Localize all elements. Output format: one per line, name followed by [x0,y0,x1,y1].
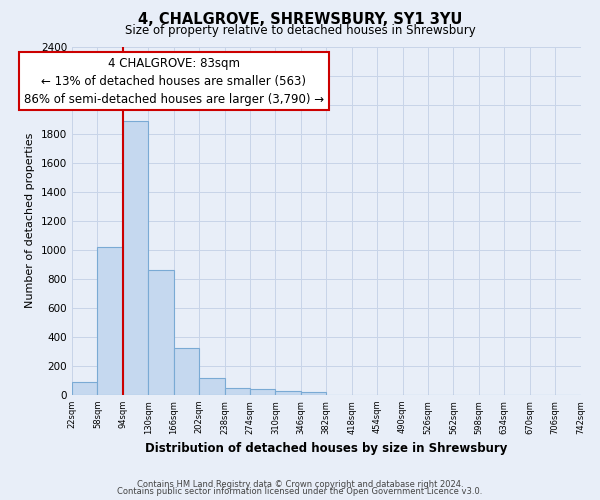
Text: 4, CHALGROVE, SHREWSBURY, SY1 3YU: 4, CHALGROVE, SHREWSBURY, SY1 3YU [138,12,462,28]
Y-axis label: Number of detached properties: Number of detached properties [25,133,35,308]
Bar [72,382,97,395]
Text: Contains public sector information licensed under the Open Government Licence v3: Contains public sector information licen… [118,487,482,496]
Text: Contains HM Land Registry data © Crown copyright and database right 2024.: Contains HM Land Registry data © Crown c… [137,480,463,489]
Bar [148,270,174,395]
X-axis label: Distribution of detached houses by size in Shrewsbury: Distribution of detached houses by size … [145,442,508,455]
Bar [174,348,199,395]
Bar [123,120,148,395]
Bar [199,378,224,395]
Bar [250,389,275,395]
Bar [97,247,123,395]
Bar [301,392,326,395]
Text: Size of property relative to detached houses in Shrewsbury: Size of property relative to detached ho… [125,24,475,37]
Text: 4 CHALGROVE: 83sqm
← 13% of detached houses are smaller (563)
86% of semi-detach: 4 CHALGROVE: 83sqm ← 13% of detached hou… [23,56,324,106]
Bar [224,388,250,395]
Bar [275,392,301,395]
